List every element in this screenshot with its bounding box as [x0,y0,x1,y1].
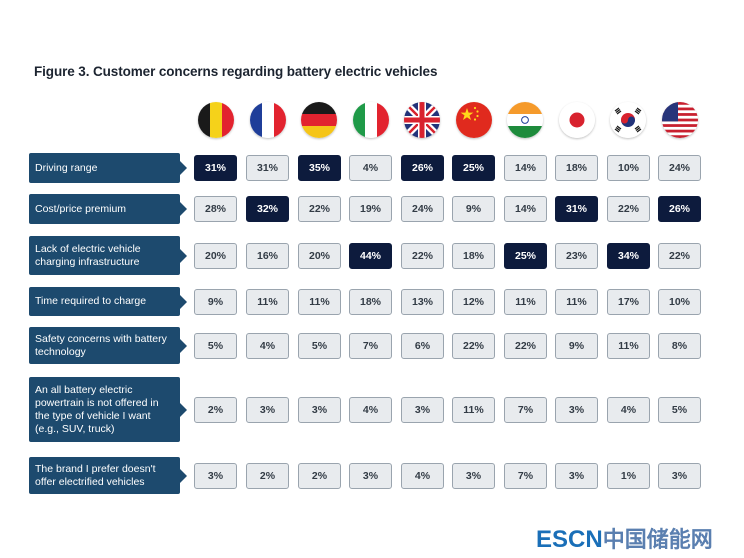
row-label: Lack of electric vehicle charging infras… [29,236,187,275]
value-cell: 10% [658,288,701,315]
value-cell: 3% [401,396,444,423]
usa-flag [662,102,698,138]
value-cell: 7% [504,462,547,489]
value-cell: 26% [401,155,444,181]
chart-title: Figure 3. Customer concerns regarding ba… [34,64,438,79]
china-flag [456,102,492,138]
watermark-latin: ESCN [536,526,603,553]
row-label: Safety concerns with battery technology [29,327,187,364]
value-cell: 18% [349,288,392,315]
value-cell: 3% [452,462,495,489]
value-cell: 22% [298,196,341,222]
watermark-cjk: 中国储能网 [602,527,713,552]
value-cell: 11% [555,288,598,315]
value-cell: 4% [246,332,289,359]
japan-flag [559,102,595,138]
value-cell: 20% [194,242,237,269]
value-cell: 24% [658,155,701,181]
value-cell: 44% [349,242,392,269]
value-cell: 3% [194,462,237,489]
value-cell: 4% [349,155,392,181]
value-cell: 20% [298,242,341,269]
value-cell: 28% [194,196,237,222]
value-cell: 11% [504,288,547,315]
value-cell: 18% [452,242,495,269]
value-cell: 14% [504,196,547,222]
value-cell: 31% [246,155,289,181]
value-cell: 23% [555,242,598,269]
value-cell: 34% [607,242,650,269]
value-cell: 25% [452,155,495,181]
value-cell: 35% [298,155,341,181]
value-cell: 2% [194,396,237,423]
uk-flag [404,102,440,138]
value-cell: 11% [452,396,495,423]
value-cell: 10% [607,155,650,181]
row-label: An all battery electric powertrain is no… [29,377,187,442]
value-cell: 5% [658,396,701,423]
value-cell: 6% [401,332,444,359]
value-cell: 3% [555,462,598,489]
row-label: Driving range [29,153,187,183]
watermark: ESCN中国储能网 [536,522,713,554]
value-cell: 9% [555,332,598,359]
value-cell: 22% [658,242,701,269]
value-cell: 1% [607,462,650,489]
value-cell: 14% [504,155,547,181]
germany-flag [301,102,337,138]
value-cell: 17% [607,288,650,315]
value-cell: 3% [555,396,598,423]
value-cell: 5% [298,332,341,359]
value-cell: 4% [607,396,650,423]
value-cell: 32% [246,196,289,222]
value-cell: 11% [607,332,650,359]
value-cell: 3% [658,462,701,489]
value-cell: 7% [349,332,392,359]
row-label: The brand I prefer doesn't offer electri… [29,457,187,494]
value-cell: 13% [401,288,444,315]
value-cell: 22% [452,332,495,359]
value-cell: 25% [504,242,547,269]
value-cell: 11% [246,288,289,315]
value-cell: 4% [349,396,392,423]
value-cell: 3% [246,396,289,423]
south-korea-flag [610,102,646,138]
value-cell: 7% [504,396,547,423]
value-cell: 19% [349,196,392,222]
value-cell: 26% [658,196,701,222]
value-cell: 4% [401,462,444,489]
value-cell: 2% [246,462,289,489]
value-cell: 9% [452,196,495,222]
value-cell: 5% [194,332,237,359]
value-cell: 16% [246,242,289,269]
india-flag [507,102,543,138]
value-cell: 31% [194,155,237,181]
value-cell: 24% [401,196,444,222]
value-cell: 2% [298,462,341,489]
value-cell: 22% [504,332,547,359]
value-cell: 11% [298,288,341,315]
value-cell: 9% [194,288,237,315]
row-label: Time required to charge [29,287,187,316]
row-label: Cost/price premium [29,194,187,224]
value-cell: 3% [298,396,341,423]
italy-flag [353,102,389,138]
value-cell: 22% [401,242,444,269]
value-cell: 12% [452,288,495,315]
value-cell: 22% [607,196,650,222]
value-cell: 31% [555,196,598,222]
value-cell: 8% [658,332,701,359]
france-flag [250,102,286,138]
value-cell: 3% [349,462,392,489]
belgium-flag [198,102,234,138]
value-cell: 18% [555,155,598,181]
